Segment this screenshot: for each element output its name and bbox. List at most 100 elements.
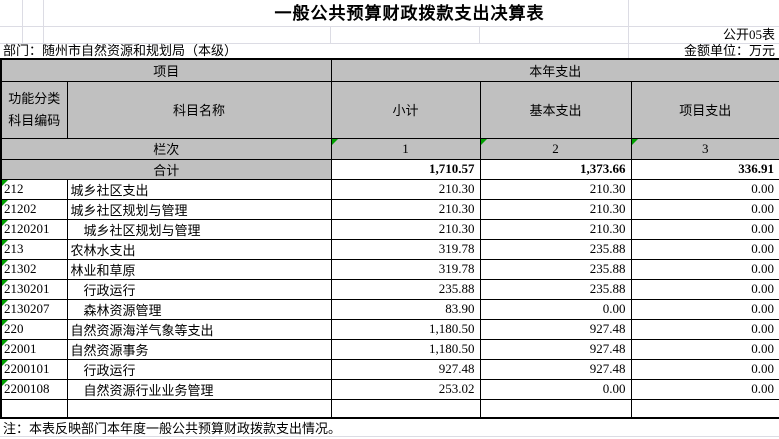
table-row: 2200101 行政运行 927.48 927.48 0.00	[0, 358, 779, 380]
table-row: 213 农林水支出 319.78 235.88 0.00	[0, 238, 779, 260]
name-cell: 城乡社区支出	[66, 178, 332, 200]
column-index-row: 栏次 1 2 3	[0, 137, 779, 160]
subtotal-cell: 210.30	[330, 198, 481, 220]
cell-flag-triangle-icon	[2, 240, 8, 246]
expenditure-table: 项目 本年支出 功能分类 科目编码 科目名称 小计 基本支出 项目支出 栏次 1…	[0, 58, 779, 419]
name-cell: 自然资源行业业务管理	[66, 378, 332, 400]
total-row: 合计 1,710.57 1,373.66 336.91	[0, 158, 779, 180]
subtotal-cell: 83.90	[330, 298, 481, 320]
subtotal-cell: 927.48	[330, 358, 481, 380]
table-row: 21202 城乡社区规划与管理 210.30 210.30 0.00	[0, 198, 779, 220]
empty-cell	[330, 398, 481, 419]
basic-cell: 927.48	[479, 358, 632, 380]
code-cell: 22001	[0, 338, 68, 360]
empty-cell	[479, 398, 632, 419]
table-row: 2120201 城乡社区规划与管理 210.30 210.30 0.00	[0, 218, 779, 240]
department-label: 部门：随州市自然资源和规划局（本级）	[3, 43, 238, 58]
subtotal-cell: 1,180.50	[330, 318, 481, 340]
table-row: 212 城乡社区支出 210.30 210.30 0.00	[0, 178, 779, 200]
cell-flag-triangle-icon	[2, 360, 8, 366]
subtotal-cell: 210.30	[330, 178, 481, 200]
basic-cell: 235.88	[479, 238, 632, 260]
basic-cell: 927.48	[479, 318, 632, 340]
excel-gridline	[628, 0, 629, 58]
code-cell: 212	[0, 178, 68, 200]
project-cell: 0.00	[630, 338, 779, 360]
total-subtotal-cell: 1,710.57	[330, 158, 481, 180]
excel-gridline	[330, 26, 331, 43]
header-project-group: 项目	[0, 58, 332, 82]
header-project-expenditure: 项目支出	[630, 80, 779, 139]
excel-gridline	[43, 0, 44, 43]
cell-flag-triangle-icon	[2, 200, 8, 206]
cell-flag-triangle-icon	[2, 340, 8, 346]
header-subtotal: 小计	[330, 80, 481, 139]
column-number-cell: 3	[630, 137, 779, 160]
table-header-group-row: 项目 本年支出	[0, 58, 779, 82]
name-cell: 林业和草原	[66, 258, 332, 280]
code-cell: 2200101	[0, 358, 68, 380]
basic-cell: 210.30	[479, 178, 632, 200]
code-cell: 213	[0, 238, 68, 260]
table-row: 2200108 自然资源行业业务管理 253.02 0.00 0.00	[0, 378, 779, 400]
code-text: 21202	[4, 201, 37, 216]
name-cell: 城乡社区规划与管理	[66, 218, 332, 240]
cell-flag-triangle-icon	[2, 320, 8, 326]
total-label-cell: 合计	[0, 158, 332, 180]
table-row: 21302 林业和草原 319.78 235.88 0.00	[0, 258, 779, 280]
code-text: 213	[4, 241, 24, 256]
column-number: 2	[552, 140, 559, 156]
code-cell: 21302	[0, 258, 68, 280]
basic-cell: 210.30	[479, 218, 632, 240]
code-text: 212	[4, 181, 24, 196]
empty-cell	[630, 398, 779, 419]
project-cell: 0.00	[630, 218, 779, 240]
excel-gridline	[22, 0, 23, 43]
code-cell: 2130201	[0, 278, 68, 300]
excel-gridline	[479, 26, 480, 43]
footnote: 注：本表反映部门本年度一般公共预算财政拨款支出情况。	[3, 421, 342, 436]
code-cell: 220	[0, 318, 68, 340]
column-number: 1	[402, 140, 409, 156]
subtotal-cell: 319.78	[330, 258, 481, 280]
subtotal-cell: 210.30	[330, 218, 481, 240]
name-cell: 行政运行	[66, 278, 332, 300]
cell-flag-triangle-icon	[2, 300, 8, 306]
header-year-expenditure-group: 本年支出	[330, 58, 779, 82]
name-cell: 城乡社区规划与管理	[66, 198, 332, 220]
basic-cell: 210.30	[479, 198, 632, 220]
cell-flag-triangle-icon	[332, 139, 338, 145]
header-subject-name: 科目名称	[66, 80, 332, 139]
code-text: 2130201	[4, 281, 50, 296]
code-text: 2200101	[4, 361, 50, 376]
code-text: 22001	[4, 341, 37, 356]
column-index-label: 栏次	[0, 137, 332, 160]
table-row: 2130201 行政运行 235.88 235.88 0.00	[0, 278, 779, 300]
subtotal-cell: 319.78	[330, 238, 481, 260]
name-cell: 自然资源海洋气象等支出	[66, 318, 332, 340]
subtotal-cell: 253.02	[330, 378, 481, 400]
header-basic-expenditure: 基本支出	[479, 80, 632, 139]
unit-label: 金额单位：万元	[683, 43, 775, 58]
total-basic-cell: 1,373.66	[479, 158, 632, 180]
code-text: 2200108	[4, 381, 50, 396]
cell-flag-triangle-icon	[632, 139, 638, 145]
sheet-top-area: 一般公共预算财政拨款支出决算表 公开05表 部门：随州市自然资源和规划局（本级）…	[0, 0, 779, 58]
basic-cell: 235.88	[479, 258, 632, 280]
basic-cell: 235.88	[479, 278, 632, 300]
header-function-code: 功能分类 科目编码	[0, 80, 68, 139]
code-text: 220	[4, 321, 24, 336]
column-number-cell: 2	[479, 137, 632, 160]
page-title: 一般公共预算财政拨款支出决算表	[274, 4, 545, 23]
cell-flag-triangle-icon	[2, 280, 8, 286]
project-cell: 0.00	[630, 318, 779, 340]
code-cell: 2130207	[0, 298, 68, 320]
table-row: 220 自然资源海洋气象等支出 1,180.50 927.48 0.00	[0, 318, 779, 340]
total-project-cell: 336.91	[630, 158, 779, 180]
project-cell: 0.00	[630, 238, 779, 260]
code-text: 21302	[4, 261, 37, 276]
name-cell: 农林水支出	[66, 238, 332, 260]
name-cell: 行政运行	[66, 358, 332, 380]
code-cell: 2120201	[0, 218, 68, 240]
excel-gridline	[0, 436, 779, 437]
